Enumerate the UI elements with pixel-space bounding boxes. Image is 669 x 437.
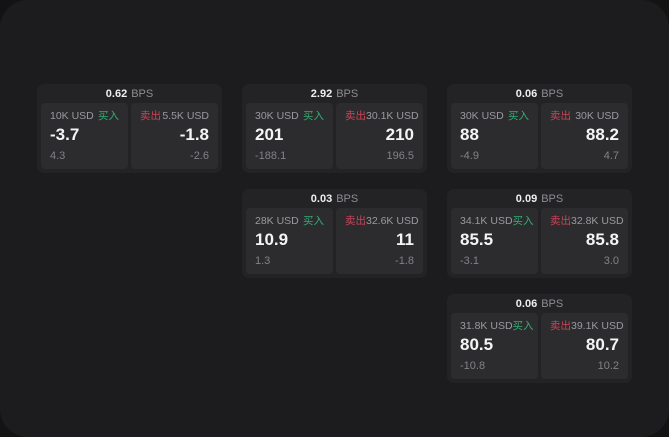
buy-size: 10K USD [50, 110, 94, 122]
sell-sub-value: -2.6 [190, 150, 209, 162]
spread-unit: BPS [336, 87, 359, 100]
quote-card: 0.09 BPS 34.1K USD 买入 85.5 -3.1 卖出 32.8K… [447, 189, 632, 278]
quote-card: 0.06 BPS 31.8K USD 买入 80.5 -10.8 卖出 39.1… [447, 294, 632, 383]
buy-sub-value: 1.3 [255, 255, 271, 267]
buy-quote-tile[interactable]: 31.8K USD 买入 80.5 -10.8 [451, 313, 538, 379]
buy-side-label: 买入 [508, 110, 529, 122]
spread-header: 0.62 BPS [37, 84, 222, 103]
buy-sub-value: -10.8 [460, 360, 486, 372]
buy-size: 30K USD [255, 110, 299, 122]
quote-card: 0.03 BPS 28K USD 买入 10.9 1.3 卖出 32.6K US… [242, 189, 427, 278]
spread-header: 0.06 BPS [447, 294, 632, 313]
sell-sub-value: 196.5 [386, 150, 414, 162]
sell-quote-tile[interactable]: 卖出 32.8K USD 85.8 3.0 [541, 208, 628, 274]
buy-sub-value: -4.9 [460, 150, 479, 162]
buy-price: -3.7 [50, 125, 80, 144]
sell-size: 5.5K USD [162, 110, 209, 122]
spread-header: 0.03 BPS [242, 189, 427, 208]
quote-panels: 30K USD 买入 201 -188.1 卖出 30.1K USD 210 1… [242, 103, 427, 173]
quote-panels: 10K USD 买入 -3.7 4.3 卖出 5.5K USD -1.8 -2.… [37, 103, 222, 173]
buy-size: 28K USD [255, 215, 299, 227]
quote-panels: 28K USD 买入 10.9 1.3 卖出 32.6K USD 11 -1.8 [242, 208, 427, 278]
sell-price: 11 [396, 230, 414, 249]
sell-quote-tile[interactable]: 卖出 39.1K USD 80.7 10.2 [541, 313, 628, 379]
buy-price: 10.9 [255, 230, 289, 249]
spread-unit: BPS [541, 297, 564, 310]
sell-size: 30.1K USD [366, 110, 419, 122]
buy-quote-tile[interactable]: 28K USD 买入 10.9 1.3 [246, 208, 333, 274]
sell-side-label: 卖出 [550, 110, 571, 122]
sell-sub-value: 10.2 [597, 360, 619, 372]
spread-value: 0.62 [105, 87, 128, 100]
quote-panels: 34.1K USD 买入 85.5 -3.1 卖出 32.8K USD 85.8… [447, 208, 632, 278]
sell-side-label: 卖出 [140, 110, 161, 122]
spread-unit: BPS [541, 87, 564, 100]
spread-value: 0.09 [515, 192, 538, 205]
sell-quote-tile[interactable]: 卖出 30K USD 88.2 4.7 [541, 103, 628, 169]
quote-card: 0.62 BPS 10K USD 买入 -3.7 4.3 卖出 5.5K USD [37, 84, 222, 173]
spread-value: 2.92 [310, 87, 333, 100]
buy-sub-value: 4.3 [50, 150, 66, 162]
buy-quote-tile[interactable]: 34.1K USD 买入 85.5 -3.1 [451, 208, 538, 274]
buy-size: 34.1K USD [460, 215, 513, 227]
sell-size: 30K USD [575, 110, 619, 122]
sell-side-label: 卖出 [550, 215, 571, 227]
sell-price: 80.7 [585, 335, 619, 354]
sell-quote-tile[interactable]: 卖出 32.6K USD 11 -1.8 [336, 208, 423, 274]
sell-side-label: 卖出 [345, 215, 366, 227]
buy-size: 31.8K USD [460, 320, 513, 332]
spread-unit: BPS [131, 87, 154, 100]
quote-card-grid: 0.62 BPS 10K USD 买入 -3.7 4.3 卖出 5.5K USD [37, 84, 632, 383]
quote-card: 2.92 BPS 30K USD 买入 201 -188.1 卖出 30.1K … [242, 84, 427, 173]
sell-price: -1.8 [179, 125, 209, 144]
quote-card: 0.06 BPS 30K USD 买入 88 -4.9 卖出 30K USD [447, 84, 632, 173]
buy-price: 201 [255, 125, 284, 144]
buy-price: 88 [460, 125, 479, 144]
sell-side-label: 卖出 [550, 320, 571, 332]
quote-panels: 30K USD 买入 88 -4.9 卖出 30K USD 88.2 4.7 [447, 103, 632, 173]
buy-quote-tile[interactable]: 30K USD 买入 201 -188.1 [246, 103, 333, 169]
buy-size: 30K USD [460, 110, 504, 122]
buy-quote-tile[interactable]: 10K USD 买入 -3.7 4.3 [41, 103, 128, 169]
spread-header: 0.09 BPS [447, 189, 632, 208]
spread-unit: BPS [336, 192, 359, 205]
buy-side-label: 买入 [303, 215, 324, 227]
buy-side-label: 买入 [512, 320, 534, 332]
sell-size: 32.8K USD [571, 215, 624, 227]
spread-header: 2.92 BPS [242, 84, 427, 103]
buy-side-label: 买入 [303, 110, 324, 122]
buy-side-label: 买入 [98, 110, 119, 122]
sell-side-label: 卖出 [345, 110, 366, 122]
sell-quote-tile[interactable]: 卖出 5.5K USD -1.8 -2.6 [131, 103, 218, 169]
buy-sub-value: -188.1 [255, 150, 287, 162]
sell-size: 32.6K USD [366, 215, 419, 227]
sell-price: 88.2 [585, 125, 619, 144]
spread-value: 0.06 [515, 297, 538, 310]
spread-unit: BPS [541, 192, 564, 205]
buy-side-label: 买入 [512, 215, 534, 227]
sell-size: 39.1K USD [571, 320, 624, 332]
spread-value: 0.06 [515, 87, 538, 100]
buy-quote-tile[interactable]: 30K USD 买入 88 -4.9 [451, 103, 538, 169]
quote-panels: 31.8K USD 买入 80.5 -10.8 卖出 39.1K USD 80.… [447, 313, 632, 383]
buy-price: 80.5 [460, 335, 494, 354]
sell-sub-value: -1.8 [395, 255, 414, 267]
spread-header: 0.06 BPS [447, 84, 632, 103]
sell-price: 210 [385, 125, 414, 144]
sell-sub-value: 3.0 [603, 255, 619, 267]
sell-price: 85.8 [585, 230, 619, 249]
buy-price: 85.5 [460, 230, 494, 249]
spread-value: 0.03 [310, 192, 333, 205]
buy-sub-value: -3.1 [460, 255, 479, 267]
sell-sub-value: 4.7 [603, 150, 619, 162]
sell-quote-tile[interactable]: 卖出 30.1K USD 210 196.5 [336, 103, 423, 169]
